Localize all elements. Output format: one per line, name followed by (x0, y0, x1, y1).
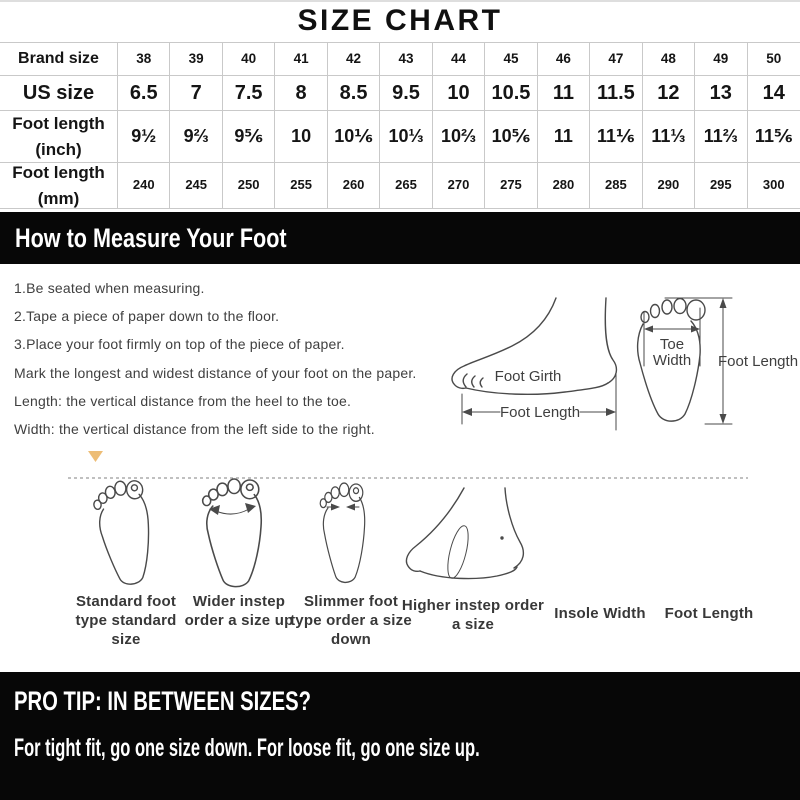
size-table-cell: 250 (222, 163, 276, 209)
size-table-cell: 9⅚ (222, 111, 276, 163)
size-table-cell: 245 (170, 163, 223, 209)
size-table-cell: 275 (485, 163, 538, 209)
size-table-cell: 47 (590, 43, 643, 76)
size-table-cell: 7 (170, 76, 223, 111)
size-table-cell: 44 (432, 43, 486, 76)
size-table-cell: 295 (695, 163, 748, 209)
foot-girth-label: Foot Girth (495, 368, 562, 385)
size-table-cell: 290 (642, 163, 696, 209)
size-table-cell: 10 (275, 111, 328, 163)
page-title: SIZE CHART (297, 4, 503, 37)
size-table-cell: 11.5 (590, 76, 643, 111)
size-table-row-label: US size (0, 76, 118, 111)
measure-step: Mark the longest and widest distance of … (14, 364, 417, 381)
toe-width-label-line1: Toe (660, 336, 684, 353)
size-table-cell: 11 (537, 76, 591, 111)
side-foot-length-arrow (461, 371, 617, 431)
size-table-cell: 50 (747, 43, 800, 76)
pro-tip-banner: PRO TIP: IN BETWEEN SIZES? For tight fit… (0, 672, 800, 800)
standard-foot-illustration (91, 478, 156, 588)
caption-foot-length: Foot Length (664, 605, 754, 622)
size-table-cell: 10⅙ (327, 111, 381, 163)
size-table-cell: 41 (275, 43, 328, 76)
size-table-row-label: Foot length (inch) (0, 111, 118, 163)
toe-width-label-line2: Width (653, 352, 691, 369)
size-table-row-label: Brand size (0, 43, 118, 76)
size-table-cell: 38 (118, 43, 171, 76)
measure-steps: 1.Be seated when measuring. 2.Tape a piec… (14, 274, 474, 443)
size-table-cell: 9⅔ (170, 111, 223, 163)
size-table-cell: 255 (275, 163, 328, 209)
size-table-cell: 9½ (118, 111, 171, 163)
measure-diagram: Foot Girth Foot Length Toe Width Foot Le… (451, 297, 798, 431)
size-table-cell: 10.5 (485, 76, 538, 111)
size-table-cell: 300 (747, 163, 800, 209)
toe-width-arrow (643, 307, 701, 367)
size-table-cell: 280 (537, 163, 591, 209)
measure-heading: How to Measure Your Foot (15, 222, 287, 253)
higher-instep-illustration (405, 487, 525, 580)
size-table-cell: 10 (432, 76, 486, 111)
size-table-cell: 285 (590, 163, 643, 209)
size-table-cell: 49 (695, 43, 748, 76)
size-table-cell: 10⅚ (485, 111, 538, 163)
size-table-cell: 11⅚ (747, 111, 800, 163)
size-table-cell: 270 (432, 163, 486, 209)
top-foot-length-label: Foot Length (718, 353, 798, 370)
pro-tip-text: For tight fit, go one size down. For loo… (14, 734, 480, 762)
size-table: Brand size 38 39 40 41 42 43 44 45 46 47 48 49 50 US s… (0, 42, 800, 209)
size-table-cell: 42 (327, 43, 381, 76)
top-divider (0, 0, 800, 2)
size-table-cell: 11⅙ (590, 111, 643, 163)
size-table-cell: 8 (275, 76, 328, 111)
size-table-cell: 43 (380, 43, 433, 76)
size-table-row-label: Foot length (mm) (0, 163, 118, 209)
size-table-cell: 14 (747, 76, 800, 111)
wider-instep-illustration (201, 478, 263, 588)
size-table-cell: 265 (380, 163, 433, 209)
measure-heading-banner: How to Measure Your Foot (0, 212, 800, 264)
size-table-cell: 10⅓ (380, 111, 433, 163)
measure-step: 2.Tape a piece of paper down to the floo… (14, 308, 280, 325)
side-foot-length-label: Foot Length (500, 404, 580, 421)
size-table-cell: 13 (695, 76, 748, 111)
size-table-cell: 8.5 (327, 76, 381, 111)
side-foot-diagram (451, 297, 618, 396)
caption-insole-width: Insole Width (554, 605, 646, 622)
size-table-cell: 11⅔ (695, 111, 748, 163)
caption-higher-instep: Higher instep order a size (401, 597, 545, 634)
size-table-cell: 39 (170, 43, 223, 76)
size-table-cell: 12 (642, 76, 696, 111)
size-table-cell: 46 (537, 43, 591, 76)
foot-types-diagram (68, 451, 748, 588)
size-table-cell: 7.5 (222, 76, 276, 111)
measure-step: Length: the vertical distance from the h… (14, 392, 352, 409)
size-table-cell: 260 (327, 163, 381, 209)
size-table-cell: 6.5 (118, 76, 171, 111)
size-table-cell: 9.5 (380, 76, 433, 111)
accent-arrow-marker (88, 451, 103, 462)
caption-wider-instep: Wider instep order a size up (184, 593, 294, 630)
caption-slimmer-foot: Slimmer foot type order a size down (290, 593, 412, 649)
measure-step: Width: the vertical distance from the le… (14, 420, 375, 437)
top-foot-length-arrow (664, 297, 733, 425)
measure-step: 3.Place your foot firmly on top of the p… (14, 336, 345, 353)
size-table-cell: 11 (537, 111, 591, 163)
size-table-cell: 48 (642, 43, 696, 76)
size-table-cell: 10⅔ (432, 111, 486, 163)
size-table-cell: 240 (118, 163, 171, 209)
measure-step: 1.Be seated when measuring. (14, 280, 205, 296)
size-table-cell: 11⅓ (642, 111, 696, 163)
size-table-cell: 45 (485, 43, 538, 76)
slimmer-foot-illustration (319, 482, 366, 584)
pro-tip-heading: PRO TIP: IN BETWEEN SIZES? (14, 686, 312, 716)
size-table-cell: 40 (222, 43, 276, 76)
caption-standard-foot: Standard foot type standard size (75, 593, 177, 649)
